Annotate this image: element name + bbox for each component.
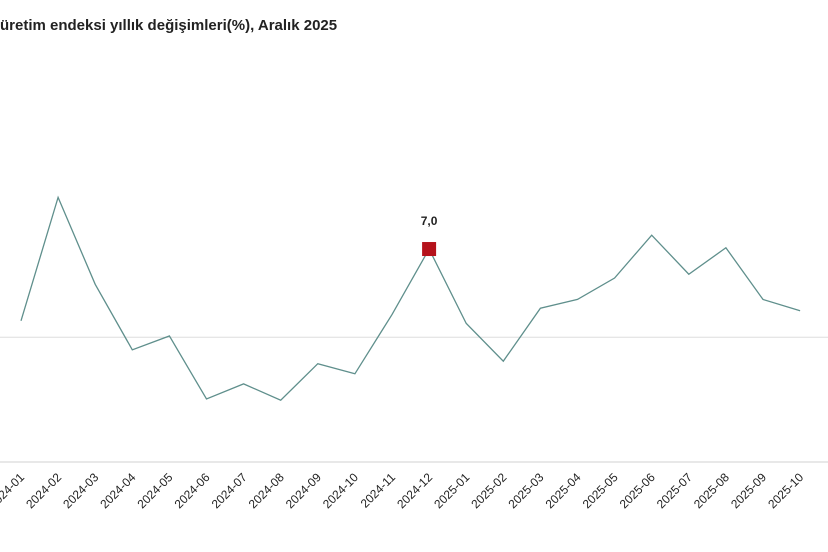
x-tick-label: 2025-05 xyxy=(580,470,621,511)
x-tick-label: 2024-07 xyxy=(209,470,250,511)
x-tick-label: 2025-07 xyxy=(654,470,695,511)
x-tick-label: 2024-10 xyxy=(320,470,361,511)
x-tick-label: 2025-08 xyxy=(691,470,732,511)
x-tick-label: 2024-09 xyxy=(283,470,324,511)
data-line xyxy=(20,195,801,402)
chart-title: üretim endeksi yıllık değişimleri(%), Ar… xyxy=(0,17,337,34)
x-tick-label: 2024-03 xyxy=(60,470,101,511)
x-tick-label: 2024-08 xyxy=(246,470,287,511)
x-tick-label: 2024-11 xyxy=(358,470,399,511)
x-tick-label: 2025-10 xyxy=(765,470,806,511)
x-tick-label: 2025-02 xyxy=(468,470,509,511)
x-tick-label: 2024-01 xyxy=(0,470,27,511)
x-tick-label: 2024-06 xyxy=(172,470,213,511)
x-tick-label: 2025-09 xyxy=(728,470,769,511)
x-tick-label: 2024-12 xyxy=(394,470,435,511)
x-tick-label: 2025-01 xyxy=(431,470,472,511)
x-tick-label: 2025-04 xyxy=(543,470,584,511)
x-tick-label: 2025-03 xyxy=(505,470,546,511)
x-tick-label: 2024-04 xyxy=(97,470,138,511)
x-tick-label: 2024-05 xyxy=(134,470,175,511)
x-tick-label: 2024-02 xyxy=(23,470,64,511)
value-label: 7,0 xyxy=(421,214,438,228)
x-tick-label: 2025-06 xyxy=(617,470,658,511)
highlight-marker xyxy=(422,242,437,257)
